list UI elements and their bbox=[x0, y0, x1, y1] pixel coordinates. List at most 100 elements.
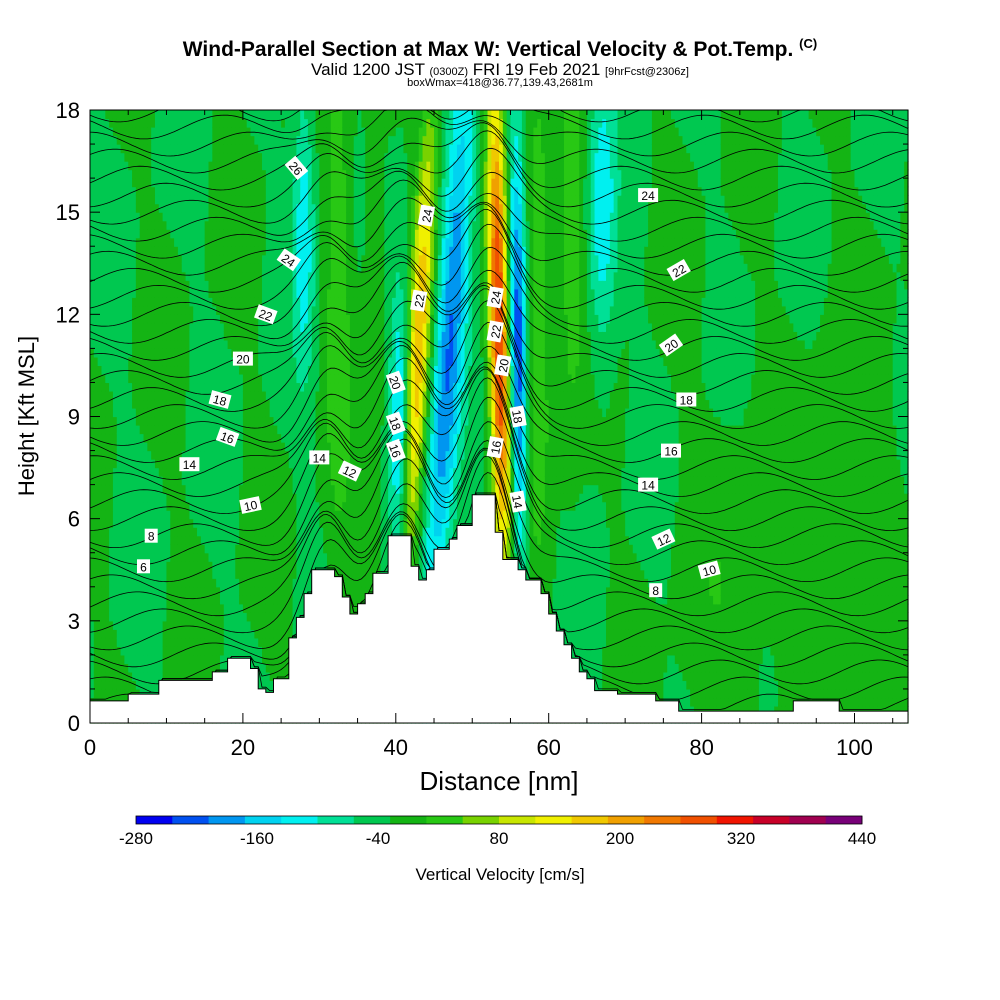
field-cell bbox=[120, 118, 125, 128]
field-cell bbox=[292, 331, 298, 341]
field-cell bbox=[200, 544, 206, 554]
field-cell bbox=[346, 569, 351, 579]
field-cell bbox=[319, 552, 324, 562]
field-cell bbox=[185, 254, 190, 264]
field-cell bbox=[208, 407, 213, 418]
field-cell bbox=[223, 348, 229, 358]
field-cell bbox=[292, 433, 298, 443]
field-cell bbox=[197, 135, 202, 145]
field-cell bbox=[197, 271, 202, 281]
field-cell bbox=[204, 552, 210, 562]
field-cell bbox=[250, 127, 255, 137]
field-cell bbox=[269, 476, 275, 486]
field-cell bbox=[281, 169, 286, 179]
field-cell bbox=[349, 297, 355, 307]
field-cell bbox=[185, 382, 190, 392]
field-cell bbox=[177, 212, 183, 222]
field-cell bbox=[151, 322, 156, 332]
field-cell bbox=[97, 586, 103, 596]
field-cell bbox=[97, 237, 103, 247]
field-cell bbox=[231, 365, 236, 375]
field-cell bbox=[208, 390, 213, 401]
field-cell bbox=[273, 442, 278, 452]
field-cell bbox=[235, 135, 240, 145]
field-cell bbox=[269, 493, 275, 503]
field-cell bbox=[281, 263, 286, 273]
field-cell bbox=[330, 118, 336, 128]
field-cell bbox=[109, 237, 114, 247]
field-cell bbox=[334, 416, 340, 426]
field-cell bbox=[116, 127, 122, 137]
field-cell bbox=[254, 459, 259, 469]
field-cell bbox=[177, 254, 183, 264]
field-cell bbox=[300, 246, 305, 256]
field-cell bbox=[250, 510, 255, 520]
field-cell bbox=[139, 595, 145, 605]
field-cell bbox=[212, 629, 217, 639]
field-cell bbox=[338, 195, 343, 205]
field-cell bbox=[162, 459, 168, 469]
field-cell bbox=[97, 569, 103, 579]
field-cell bbox=[323, 356, 328, 367]
field-cell bbox=[288, 331, 294, 341]
field-cell bbox=[120, 654, 125, 664]
field-cell bbox=[208, 178, 213, 188]
field-cell bbox=[154, 612, 160, 622]
field-cell bbox=[239, 254, 244, 264]
field-cell bbox=[254, 578, 259, 588]
field-cell bbox=[284, 535, 290, 545]
field-cell bbox=[315, 407, 320, 418]
field-cell bbox=[151, 212, 156, 222]
field-cell bbox=[177, 544, 183, 554]
field-cell bbox=[254, 467, 259, 477]
field-cell bbox=[174, 297, 179, 307]
field-cell bbox=[208, 382, 213, 392]
field-cell bbox=[265, 144, 271, 154]
field-cell bbox=[197, 331, 202, 341]
field-cell bbox=[296, 373, 301, 384]
field-cell bbox=[250, 237, 255, 247]
field-cell bbox=[326, 186, 332, 196]
field-cell bbox=[319, 348, 324, 358]
field-cell bbox=[269, 578, 275, 588]
field-cell bbox=[326, 407, 332, 418]
field-cell bbox=[292, 612, 298, 622]
field-cell bbox=[349, 110, 355, 120]
field-cell bbox=[223, 314, 229, 324]
field-cell bbox=[132, 297, 137, 307]
field-cell bbox=[281, 442, 286, 452]
field-cell bbox=[101, 331, 106, 341]
field-cell bbox=[93, 110, 99, 120]
field-cell bbox=[154, 442, 160, 452]
field-cell bbox=[254, 246, 259, 256]
field-cell bbox=[235, 203, 240, 213]
field-cell bbox=[326, 399, 332, 409]
field-cell bbox=[296, 178, 301, 188]
field-cell bbox=[273, 118, 278, 128]
field-cell bbox=[338, 263, 343, 273]
field-cell bbox=[265, 339, 271, 349]
field-cell bbox=[174, 288, 179, 298]
field-cell bbox=[128, 152, 133, 162]
field-cell bbox=[181, 493, 187, 503]
field-cell bbox=[139, 365, 145, 375]
field-cell bbox=[101, 229, 106, 239]
field-cell bbox=[158, 501, 164, 511]
field-cell bbox=[239, 144, 244, 154]
field-cell bbox=[197, 305, 202, 315]
field-cell bbox=[147, 603, 152, 613]
field-cell bbox=[109, 544, 114, 554]
field-cell bbox=[170, 586, 175, 596]
field-cell bbox=[97, 288, 103, 298]
field-cell bbox=[93, 229, 99, 239]
field-cell bbox=[223, 118, 229, 128]
field-cell bbox=[105, 254, 110, 264]
field-cell bbox=[105, 161, 110, 171]
field-cell bbox=[223, 459, 229, 469]
field-cell bbox=[311, 161, 317, 171]
field-cell bbox=[135, 603, 141, 613]
field-cell bbox=[334, 263, 340, 273]
field-cell bbox=[242, 110, 248, 120]
field-cell bbox=[235, 220, 240, 230]
field-cell bbox=[166, 161, 171, 171]
